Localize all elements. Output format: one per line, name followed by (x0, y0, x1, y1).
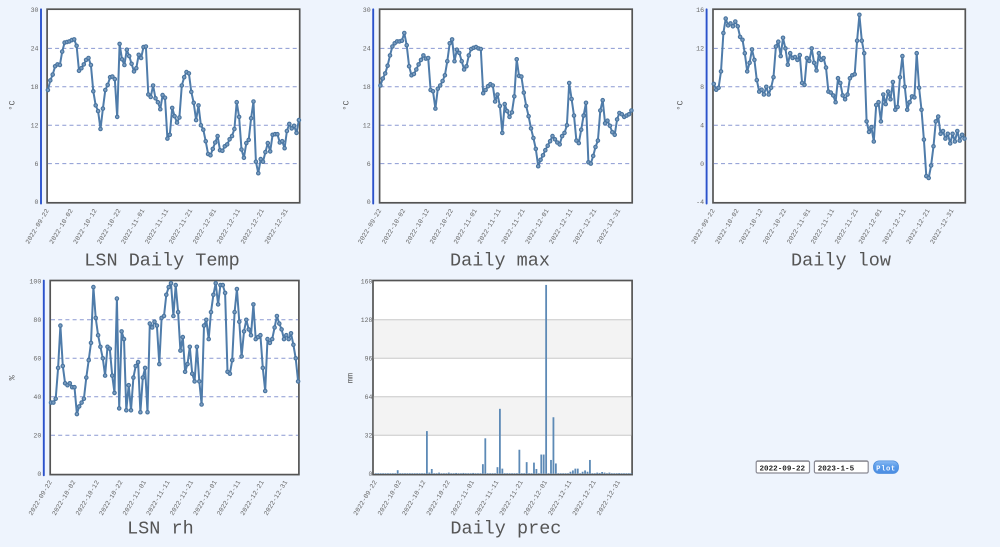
svg-text:12: 12 (696, 46, 704, 53)
svg-text:2022-12-11: 2022-12-11 (216, 208, 242, 246)
svg-text:2022-11-01: 2022-11-01 (786, 208, 812, 246)
svg-text:LSN rh: LSN rh (127, 518, 194, 539)
svg-text:2022-12-31: 2022-12-31 (263, 479, 289, 517)
svg-text:2022-11-01: 2022-11-01 (453, 208, 479, 246)
svg-text:-4: -4 (696, 199, 704, 206)
svg-text:2022-12-01: 2022-12-01 (857, 208, 883, 246)
svg-text:2022-09-22: 2022-09-22 (760, 465, 806, 473)
svg-text:0: 0 (367, 199, 371, 206)
svg-text:2022-10-22: 2022-10-22 (98, 479, 124, 517)
svg-text:2022-10-02: 2022-10-02 (377, 479, 403, 517)
svg-text:°C: °C (8, 100, 18, 110)
svg-text:160: 160 (361, 279, 373, 286)
svg-text:12: 12 (31, 122, 39, 129)
svg-text:2022-10-22: 2022-10-22 (96, 208, 122, 246)
svg-text:80: 80 (33, 317, 41, 324)
svg-text:Daily low: Daily low (791, 250, 891, 271)
svg-text:2022-10-02: 2022-10-02 (51, 479, 77, 517)
svg-text:2022-09-22: 2022-09-22 (24, 208, 50, 246)
svg-text:24: 24 (363, 46, 371, 53)
svg-text:6: 6 (35, 161, 39, 168)
svg-text:12: 12 (363, 122, 371, 129)
svg-text:0: 0 (700, 161, 704, 168)
svg-text:2022-11-21: 2022-11-21 (500, 208, 526, 246)
svg-text:2022-11-11: 2022-11-11 (810, 208, 836, 246)
svg-text:LSN Daily Temp: LSN Daily Temp (84, 250, 239, 271)
svg-text:2022-10-12: 2022-10-12 (75, 479, 101, 517)
svg-text:30: 30 (31, 7, 39, 14)
svg-text:4: 4 (700, 122, 704, 129)
svg-text:2022-12-21: 2022-12-21 (239, 479, 265, 517)
svg-text:2022-12-31: 2022-12-31 (596, 208, 622, 246)
svg-text:2022-11-21: 2022-11-21 (169, 479, 195, 517)
svg-text:2022-12-21: 2022-12-21 (572, 208, 598, 246)
svg-text:40: 40 (33, 394, 41, 401)
svg-text:2022-11-11: 2022-11-11 (474, 479, 500, 517)
svg-text:2022-12-11: 2022-12-11 (547, 479, 573, 517)
svg-text:°C: °C (675, 100, 685, 110)
svg-text:0: 0 (368, 471, 372, 478)
svg-text:2022-10-22: 2022-10-22 (762, 208, 788, 246)
svg-text:32: 32 (365, 433, 373, 440)
svg-text:2022-12-31: 2022-12-31 (263, 208, 289, 246)
svg-text:18: 18 (363, 84, 371, 91)
svg-text:Daily prec: Daily prec (450, 518, 561, 539)
svg-text:16: 16 (696, 7, 704, 14)
svg-text:2022-12-11: 2022-12-11 (881, 208, 907, 246)
svg-text:24: 24 (31, 46, 39, 53)
svg-text:2022-10-12: 2022-10-12 (401, 479, 427, 517)
svg-text:2022-09-22: 2022-09-22 (28, 479, 54, 517)
svg-text:0: 0 (35, 199, 39, 206)
svg-text:2022-10-12: 2022-10-12 (405, 208, 431, 246)
svg-text:2022-12-31: 2022-12-31 (929, 208, 955, 246)
svg-text:2022-10-12: 2022-10-12 (738, 208, 764, 246)
svg-text:2022-10-02: 2022-10-02 (48, 208, 74, 246)
svg-text:2022-12-01: 2022-12-01 (523, 479, 549, 517)
svg-text:2022-11-21: 2022-11-21 (834, 208, 860, 246)
svg-text:2022-11-01: 2022-11-01 (120, 208, 146, 246)
svg-text:2022-12-11: 2022-12-11 (548, 208, 574, 246)
svg-text:2022-11-11: 2022-11-11 (144, 208, 170, 246)
svg-text:Plot: Plot (876, 465, 896, 473)
svg-text:2022-10-02: 2022-10-02 (714, 208, 740, 246)
svg-text:2022-10-02: 2022-10-02 (381, 208, 407, 246)
svg-text:2022-12-21: 2022-12-21 (240, 208, 266, 246)
svg-text:96: 96 (365, 356, 373, 363)
svg-text:Daily max: Daily max (450, 250, 550, 271)
svg-text:0: 0 (37, 471, 41, 478)
svg-text:2022-11-11: 2022-11-11 (145, 479, 171, 517)
svg-text:2022-12-21: 2022-12-21 (905, 208, 931, 246)
svg-text:18: 18 (31, 84, 39, 91)
svg-text:2022-09-22: 2022-09-22 (690, 208, 716, 246)
svg-text:2022-12-11: 2022-12-11 (216, 479, 242, 517)
svg-text:2022-11-11: 2022-11-11 (476, 208, 502, 246)
svg-text:20: 20 (33, 433, 41, 440)
svg-text:2023-1-5: 2023-1-5 (818, 465, 855, 473)
svg-text:mm: mm (345, 373, 355, 383)
svg-text:30: 30 (363, 7, 371, 14)
svg-text:%: % (8, 374, 18, 380)
svg-text:2022-11-21: 2022-11-21 (498, 479, 524, 517)
svg-text:128: 128 (361, 317, 373, 324)
svg-text:2022-10-12: 2022-10-12 (72, 208, 98, 246)
svg-text:6: 6 (367, 161, 371, 168)
svg-text:100: 100 (29, 279, 41, 286)
svg-text:2022-11-01: 2022-11-01 (450, 479, 476, 517)
svg-text:64: 64 (365, 394, 373, 401)
svg-text:2022-10-22: 2022-10-22 (425, 479, 451, 517)
svg-text:2022-11-21: 2022-11-21 (168, 208, 194, 246)
svg-text:2022-12-31: 2022-12-31 (596, 479, 622, 517)
svg-text:60: 60 (33, 356, 41, 363)
svg-text:2022-09-22: 2022-09-22 (357, 208, 383, 246)
svg-text:°C: °C (342, 100, 352, 110)
svg-text:2022-09-22: 2022-09-22 (352, 479, 378, 517)
svg-text:2022-10-22: 2022-10-22 (429, 208, 455, 246)
svg-text:2022-12-01: 2022-12-01 (192, 208, 218, 246)
svg-text:2022-12-01: 2022-12-01 (192, 479, 218, 517)
svg-text:2022-11-01: 2022-11-01 (122, 479, 148, 517)
svg-text:8: 8 (700, 84, 704, 91)
svg-text:2022-12-01: 2022-12-01 (524, 208, 550, 246)
svg-text:2022-12-21: 2022-12-21 (571, 479, 597, 517)
